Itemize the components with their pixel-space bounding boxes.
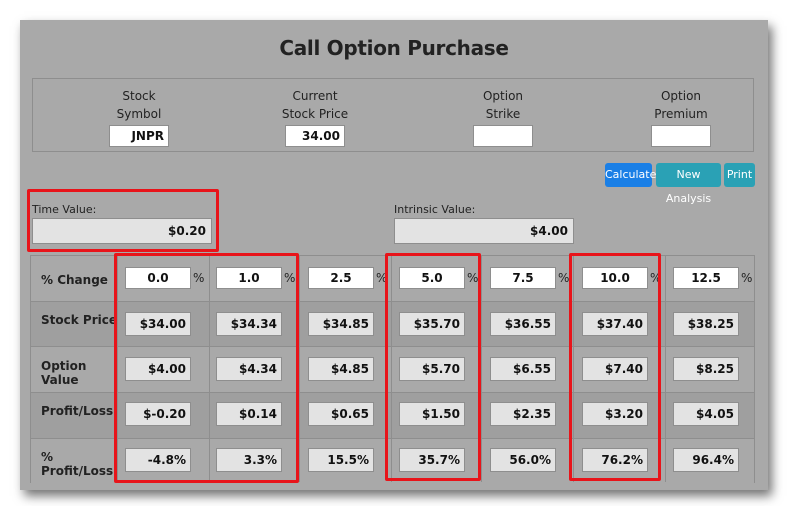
option-strike-input[interactable] — [473, 125, 533, 147]
row-divider — [31, 346, 754, 347]
column-divider — [665, 256, 666, 482]
row-divider — [31, 301, 754, 302]
pct-profit-loss-cell-6: 76.2% — [582, 448, 648, 472]
stock-price-cell-2: $34.34 — [216, 312, 282, 336]
pct-change-input-3[interactable]: 2.5 — [308, 267, 374, 289]
calculate-button[interactable]: Calculate — [605, 163, 656, 187]
pct-symbol: % — [376, 271, 388, 285]
option-value-cell-3: $4.85 — [308, 357, 374, 381]
pct-change-input-4[interactable]: 5.0 — [399, 267, 465, 289]
profit-loss-cell-5: $2.35 — [490, 402, 556, 426]
row-label-profit-loss: Profit/Loss — [41, 404, 114, 418]
column-divider — [209, 256, 210, 482]
option-premium-label-1: Option — [660, 89, 702, 103]
row-label-pct-change: % Change — [41, 273, 108, 287]
stock-price-cell-3: $34.85 — [308, 312, 374, 336]
call-option-panel: Call Option Purchase Stock Symbol JNPR C… — [20, 20, 768, 490]
profit-loss-cell-7: $4.05 — [673, 402, 739, 426]
profit-loss-cell-2: $0.14 — [216, 402, 282, 426]
current-stock-price-group: Current Stock Price 34.00 — [255, 87, 375, 147]
profit-loss-cell-4: $1.50 — [399, 402, 465, 426]
option-value-cell-1: $4.00 — [125, 357, 191, 381]
column-divider — [117, 256, 118, 482]
stock-price-cell-6: $37.40 — [582, 312, 648, 336]
pct-profit-loss-cell-7: 96.4% — [673, 448, 739, 472]
option-value-cell-7: $8.25 — [673, 357, 739, 381]
current-stock-price-label-2: Stock Price — [281, 107, 349, 121]
time-value-label: Time Value: — [32, 203, 97, 216]
new-analysis-button[interactable]: New Analysis — [656, 163, 721, 205]
stock-symbol-label-2: Symbol — [116, 107, 162, 121]
page-title: Call Option Purchase — [279, 36, 509, 60]
option-strike-label-1: Option — [482, 89, 524, 103]
option-value-cell-5: $6.55 — [490, 357, 556, 381]
column-divider — [481, 256, 482, 482]
option-premium-label-2: Premium — [654, 107, 708, 121]
option-value-cell-2: $4.34 — [216, 357, 282, 381]
stock-price-cell-4: $35.70 — [399, 312, 465, 336]
pct-change-input-6[interactable]: 10.0 — [582, 267, 648, 289]
intrinsic-value-field: $4.00 — [394, 218, 574, 244]
option-premium-group: Option Premium — [621, 87, 741, 147]
stock-symbol-label-1: Stock — [122, 89, 156, 103]
intrinsic-value-label: Intrinsic Value: — [394, 203, 476, 216]
row-divider — [31, 438, 754, 439]
current-stock-price-input[interactable]: 34.00 — [285, 125, 345, 147]
option-value-cell-4: $5.70 — [399, 357, 465, 381]
option-value-cell-6: $7.40 — [582, 357, 648, 381]
column-divider — [573, 256, 574, 482]
column-divider — [391, 256, 392, 482]
profit-loss-cell-6: $3.20 — [582, 402, 648, 426]
column-divider — [299, 256, 300, 482]
pct-change-input-2[interactable]: 1.0 — [216, 267, 282, 289]
pct-profit-loss-cell-2: 3.3% — [216, 448, 282, 472]
pct-profit-loss-cell-5: 56.0% — [490, 448, 556, 472]
stock-price-cell-1: $34.00 — [125, 312, 191, 336]
profit-loss-cell-1: $-0.20 — [125, 402, 191, 426]
current-stock-price-label-1: Current — [292, 89, 338, 103]
row-label-option-value: Option Value — [41, 359, 87, 387]
pct-symbol: % — [558, 271, 570, 285]
stock-symbol-input[interactable]: JNPR — [109, 125, 169, 147]
option-strike-label-2: Strike — [485, 107, 521, 121]
stock-price-cell-5: $36.55 — [490, 312, 556, 336]
row-label-pct-profit-loss: % Profit/Loss — [41, 450, 114, 478]
option-strike-group: Option Strike — [443, 87, 563, 147]
row-divider — [31, 392, 754, 393]
pct-symbol: % — [467, 271, 479, 285]
pct-change-input-7[interactable]: 12.5 — [673, 267, 739, 289]
pct-symbol: % — [741, 271, 753, 285]
pct-profit-loss-cell-3: 15.5% — [308, 448, 374, 472]
scenario-table: % Change Stock Price Option Value Profit… — [30, 255, 755, 483]
option-premium-input[interactable] — [651, 125, 711, 147]
time-value-field: $0.20 — [32, 218, 212, 244]
pct-change-input-1[interactable]: 0.0 — [125, 267, 191, 289]
pct-symbol: % — [193, 271, 205, 285]
stock-price-cell-7: $38.25 — [673, 312, 739, 336]
pct-symbol: % — [650, 271, 662, 285]
print-button[interactable]: Print — [724, 163, 755, 187]
pct-symbol: % — [284, 271, 296, 285]
pct-profit-loss-cell-4: 35.7% — [399, 448, 465, 472]
pct-change-input-5[interactable]: 7.5 — [490, 267, 556, 289]
pct-profit-loss-cell-1: -4.8% — [125, 448, 191, 472]
row-label-stock-price: Stock Price — [41, 313, 117, 327]
profit-loss-cell-3: $0.65 — [308, 402, 374, 426]
stock-symbol-group: Stock Symbol JNPR — [79, 87, 199, 147]
inputs-section: Stock Symbol JNPR Current Stock Price 34… — [32, 78, 754, 152]
